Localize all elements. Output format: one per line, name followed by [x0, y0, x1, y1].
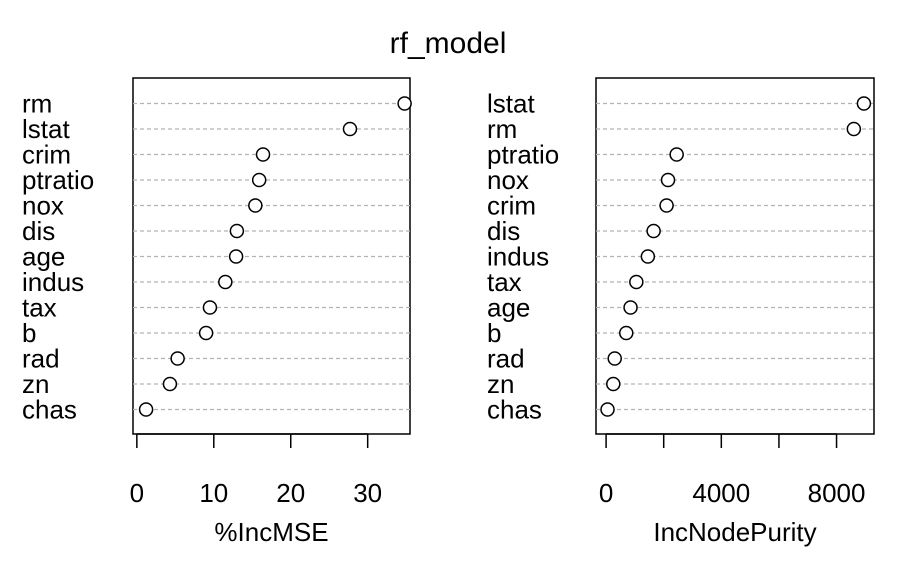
data-point	[600, 402, 615, 417]
data-point	[397, 96, 412, 111]
x-tick-label: 30	[353, 478, 382, 508]
data-point	[229, 223, 245, 239]
category-label: nox	[22, 191, 64, 221]
data-point	[659, 198, 674, 213]
category-label: ptratio	[487, 140, 559, 170]
x-tick-label: 8000	[808, 478, 866, 508]
category-label: zn	[487, 369, 514, 399]
data-point	[606, 376, 621, 392]
category-label: b	[22, 318, 36, 348]
category-label: crim	[22, 140, 71, 170]
category-label: crim	[487, 191, 536, 221]
data-point	[846, 121, 862, 137]
category-label: rad	[22, 344, 60, 374]
data-point	[251, 172, 267, 188]
data-point	[255, 147, 271, 162]
category-label: age	[22, 242, 65, 272]
data-point	[170, 351, 185, 366]
data-point	[646, 223, 661, 239]
panel-incnodepurity: lstatrmptrationoxcrimdisindustaxagebradz…	[487, 77, 875, 547]
category-label: lstat	[22, 114, 70, 144]
category-label: zn	[22, 369, 49, 399]
data-point	[248, 198, 263, 213]
x-tick-label: 4000	[692, 478, 750, 508]
data-point	[618, 325, 634, 341]
plot-frame	[595, 77, 875, 435]
category-label: indus	[487, 242, 549, 272]
category-label: age	[487, 293, 530, 323]
data-point	[228, 249, 244, 264]
data-point	[198, 325, 214, 341]
data-point	[623, 300, 638, 315]
x-tick-label: 0	[599, 478, 613, 508]
panel-incmse: rmlstatcrimptrationoxdisageindustaxbradz…	[22, 77, 412, 547]
category-label: b	[487, 318, 501, 348]
data-point	[607, 351, 622, 366]
data-point	[202, 300, 218, 315]
data-point	[629, 274, 644, 290]
category-label: nox	[487, 165, 529, 195]
category-label: lstat	[487, 89, 535, 119]
x-axis-label: IncNodePurity	[653, 517, 816, 547]
category-label: indus	[22, 267, 84, 297]
x-axis-label: %IncMSE	[214, 517, 328, 547]
category-label: tax	[22, 293, 57, 323]
data-point	[856, 96, 872, 111]
data-point	[669, 147, 684, 162]
data-point	[660, 172, 676, 188]
x-tick-label: 10	[199, 478, 228, 508]
category-label: rad	[487, 344, 525, 374]
category-label: rm	[22, 89, 52, 119]
data-point	[162, 376, 178, 392]
category-label: tax	[487, 267, 522, 297]
category-label: chas	[487, 395, 542, 425]
category-label: ptratio	[22, 165, 94, 195]
category-label: dis	[487, 216, 520, 246]
data-point	[218, 274, 233, 290]
chart-title: rf_model	[390, 27, 507, 60]
category-label: chas	[22, 395, 77, 425]
data-point	[342, 121, 358, 137]
category-label: rm	[487, 114, 517, 144]
x-tick-label: 0	[130, 478, 144, 508]
data-point	[640, 249, 656, 264]
category-label: dis	[22, 216, 55, 246]
x-tick-label: 20	[276, 478, 305, 508]
data-point	[138, 402, 154, 417]
